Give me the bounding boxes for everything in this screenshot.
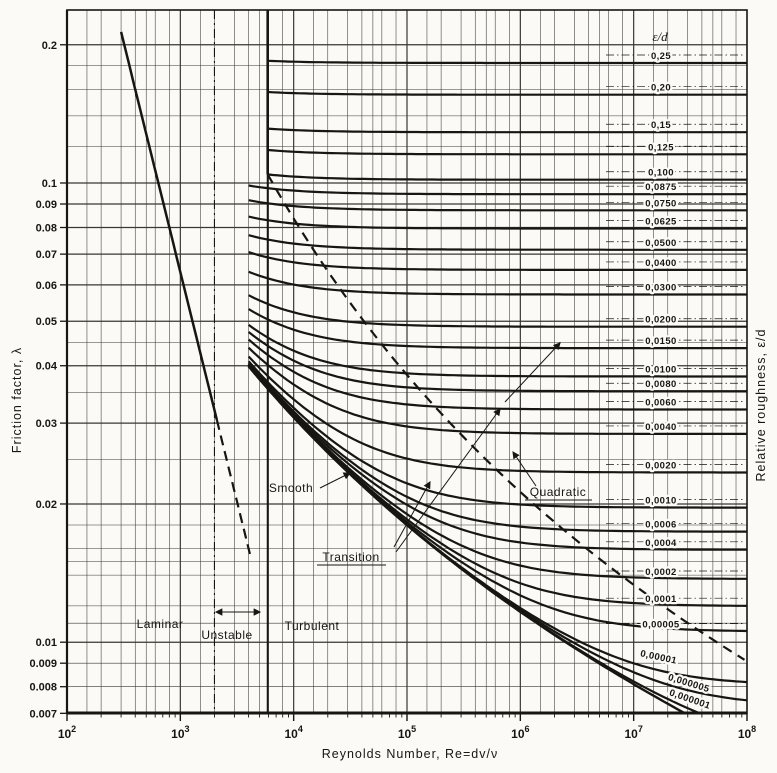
curve-label-0,125: 0,125 [648,142,674,153]
curves [119,10,747,713]
chart-generated-content: 102 103 104 105 106 107 108 0.2 0.1 0.09 0.08 0.07 0… [29,9,756,741]
transition-arrow-long-1 [395,408,501,553]
curve-eps-0,20 [267,90,747,96]
y-tick-label-0.009: 0.009 [29,658,57,670]
curve-label-0,0004: 0,0004 [645,538,677,549]
curve-eps-0,0002 [247,364,747,580]
curve-eps-0,0400 [248,251,747,271]
zone-label-smooth: Smooth [269,481,313,495]
axis-ticks [60,44,748,721]
label-leader-lines [606,54,744,624]
curve-eps-0,0080 [247,331,747,393]
zone-label-quadratic: Quadratic [530,485,587,499]
curve-label-0,0875: 0,0875 [645,182,677,193]
y-tick-label-0.008: 0.008 [29,682,57,694]
curve-label-0,0080: 0,0080 [645,379,676,390]
curve-eps-0,0625 [248,215,747,230]
x-tick-label-10e5: 105 [398,724,416,741]
curve-label-0,0625: 0,0625 [645,217,677,228]
zone-label-transition: Transition [322,550,379,564]
curve-labels: 0,25 0,20 0,15 0,125 0,100 0,0875 0,0750 0,0625… [637,49,714,714]
curve-eps-0,0500 [248,234,747,251]
curve-eps-0,0010 [247,360,747,509]
x-axis-title: Reynolds Number, Re=dv/ν [322,747,499,761]
y-tick-label-0.007: 0.007 [29,708,57,720]
curve-label-0,25: 0,25 [651,51,671,62]
curve-label-0,0020: 0,0020 [645,460,676,471]
zone-label-unstable: Unstable [201,628,252,642]
transition-arrow-long-2 [504,342,561,403]
y-tick-label-0.08: 0.08 [36,223,57,235]
curve-eps-0,000005 [247,365,747,702]
curve-eps-0,0750 [248,199,747,212]
curve-eps-0,0004 [247,363,747,551]
curve-eps-0,15 [267,127,747,134]
x-tick-label-10e6: 106 [511,724,529,741]
y-axis-title: Friction factor, λ [10,347,24,453]
curve-label-0,0040: 0,0040 [645,422,676,433]
y-tick-label-0.2: 0.2 [42,40,57,52]
curve-eps-0,125 [267,148,747,156]
y-tick-label-0.07: 0.07 [36,249,57,261]
curve-eps-0,25 [267,59,747,65]
x-tick-label-10e8: 108 [738,724,756,741]
curve-label-0,0150: 0,0150 [645,336,676,347]
curve-label-0,0300: 0,0300 [645,282,676,293]
curve-label-0,00005: 0,00005 [642,620,679,631]
curve-label-0,20: 0,20 [651,83,671,94]
curve-label-0,100: 0,100 [648,168,674,179]
x-tick-label-10e3: 103 [171,724,189,741]
y-tick-label-0.1: 0.1 [42,178,57,190]
right-axis-title: Relative roughness, ε/d [754,329,768,482]
x-tick-label-10e4: 104 [284,724,302,741]
curve-eps-0,0875 [248,184,747,196]
curve-label-0,0400: 0,0400 [645,258,676,269]
roughness-column-header: ε/d [652,29,668,44]
curve-label-0,0500: 0,0500 [645,238,676,249]
y-tick-label-0.01: 0.01 [36,637,57,649]
smooth-leader-arrow [319,472,352,489]
curve-eps-0,100 [267,173,747,181]
curve-label-0,0002: 0,0002 [645,567,676,578]
laminar-line-solid [119,31,219,421]
y-tick-label-0.03: 0.03 [36,418,57,430]
quadratic-leader-arrow [512,451,537,487]
curve-eps-0,000001 [247,365,702,713]
zone-label-turbulent: Turbulent [285,619,340,633]
y-tick-label-0.09: 0.09 [36,199,57,211]
curve-label-0,00001: 0,00001 [639,648,678,667]
y-tick-label-0.02: 0.02 [36,499,57,511]
quadratic-boundary-dashed [266,173,746,661]
y-tick-label-0.04: 0.04 [36,361,58,373]
curve-eps-0,0040 [247,346,747,435]
zone-label-laminar: Laminar [137,617,184,631]
curve-label-0,0100: 0,0100 [645,364,676,375]
x-tick-label-10e7: 107 [624,724,642,741]
curve-label-0,0001: 0,0001 [645,594,677,605]
curve-label-0,0060: 0,0060 [645,398,676,409]
y-tick-label-0.06: 0.06 [36,280,57,292]
curve-eps-0,0006 [247,362,747,533]
curve-eps-0,0200 [248,294,747,328]
grid-lines [67,10,747,713]
curve-label-0,0750: 0,0750 [645,198,676,209]
laminar-line-dashed [215,419,253,559]
curve-label-0,15: 0,15 [651,120,671,131]
curve-eps-0,0300 [248,270,747,296]
annotation-arrows [214,342,561,616]
curve-label-0,0200: 0,0200 [645,315,676,326]
y-tick-label-0.05: 0.05 [36,316,57,328]
curve-label-0,0006: 0,0006 [645,520,676,531]
curve-eps-0,0150 [248,308,747,350]
transition-arrow-short [393,481,431,548]
curve-label-0,0010: 0,0010 [645,496,676,507]
x-tick-label-10e2: 102 [58,724,76,741]
curve-eps-0,0100 [247,324,747,378]
